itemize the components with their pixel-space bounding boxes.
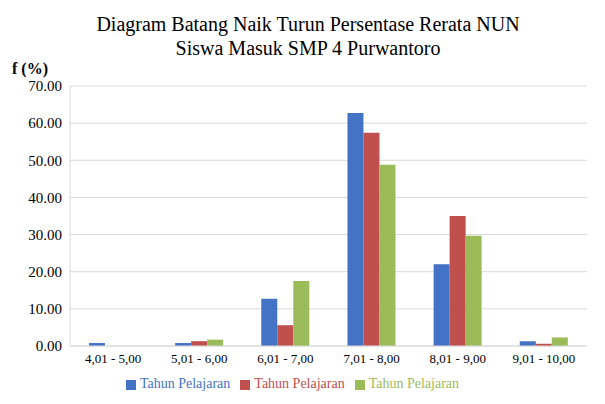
svg-text:0.00: 0.00 xyxy=(36,338,62,354)
svg-text:30.00: 30.00 xyxy=(28,227,62,243)
svg-text:7,01 - 8,00: 7,01 - 8,00 xyxy=(343,351,399,366)
html-text:f (%): f (%) xyxy=(12,60,48,77)
svg-text:8,01 - 9,00: 8,01 - 9,00 xyxy=(430,351,486,366)
svg-text:20.00: 20.00 xyxy=(28,264,62,280)
html-text:Tahun Pelajaran: Tahun Pelajaran xyxy=(139,376,231,391)
svg-text:4,01 - 5,00: 4,01 - 5,00 xyxy=(85,351,141,366)
html-text:Tahun Pelajaran: Tahun Pelajaran xyxy=(368,376,460,391)
svg-text:9,01 - 10,00: 9,01 - 10,00 xyxy=(512,351,575,366)
svg-text:70.00: 70.00 xyxy=(28,78,62,94)
svg-text:50.00: 50.00 xyxy=(28,153,62,169)
html-text:Tahun Pelajaran: Tahun Pelajaran xyxy=(254,376,345,391)
svg-text:60.00: 60.00 xyxy=(28,115,62,131)
svg-text:6,01 - 7,00: 6,01 - 7,00 xyxy=(257,351,313,366)
svg-text:40.00: 40.00 xyxy=(28,190,62,206)
html-text:Diagram Batang Naik Turun Pers: Diagram Batang Naik Turun Persentase Rer… xyxy=(96,13,520,59)
svg-text:5,01 - 6,00: 5,01 - 6,00 xyxy=(171,351,227,366)
svg-text:10.00: 10.00 xyxy=(28,301,62,317)
